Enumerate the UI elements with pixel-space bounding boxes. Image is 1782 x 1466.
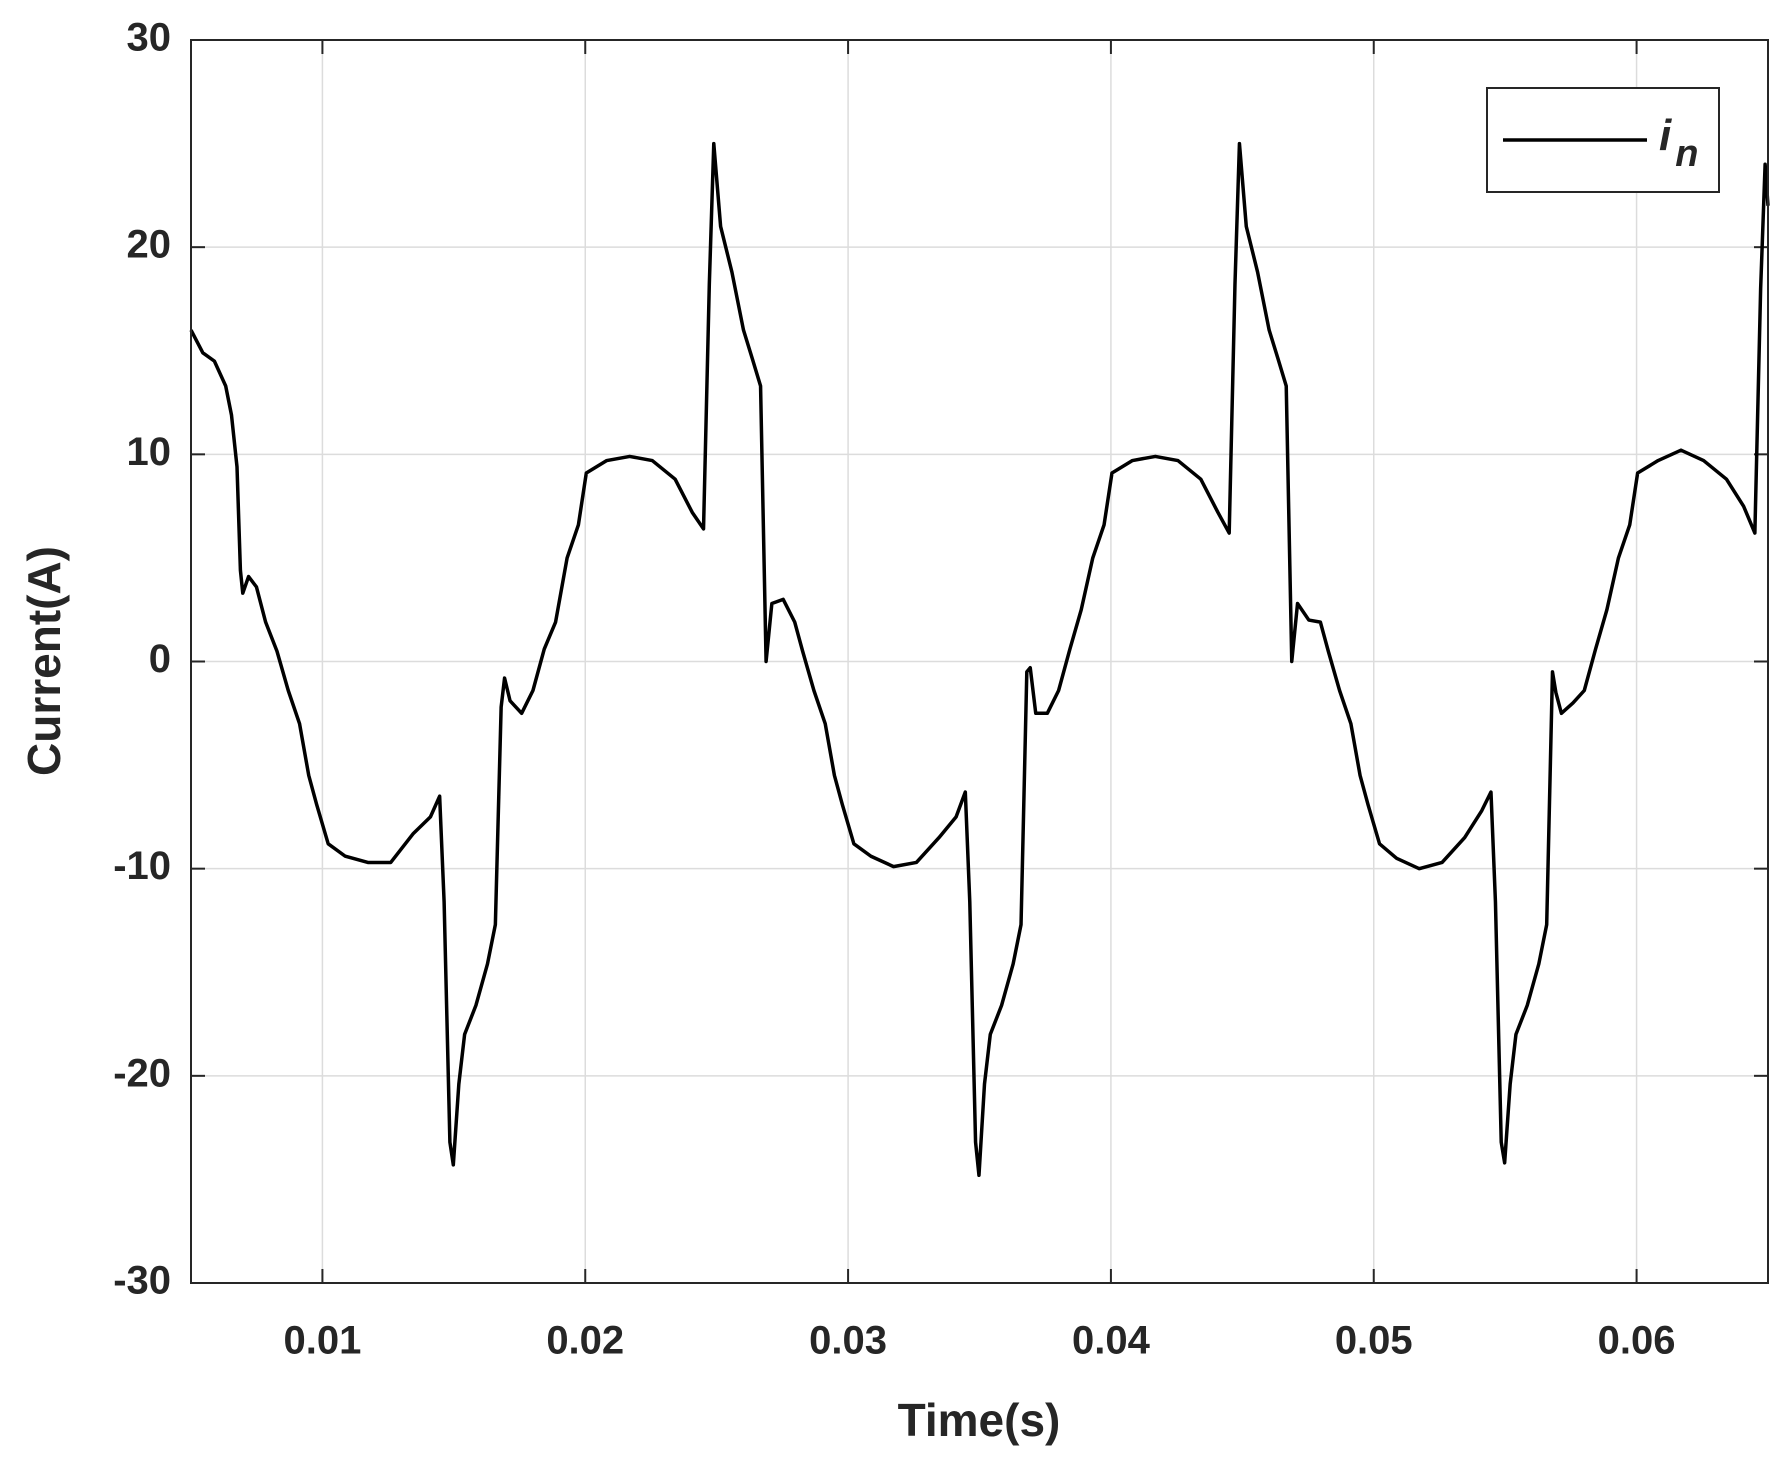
y-tick-label: -30 (113, 1259, 171, 1303)
data-line (189, 141, 1770, 1178)
y-tick-label: 30 (127, 16, 172, 60)
y-tick-label: -10 (113, 844, 171, 888)
x-tick-label: 0.03 (809, 1319, 887, 1363)
x-tick-label: 0.01 (283, 1319, 361, 1363)
x-tick-label: 0.06 (1598, 1319, 1676, 1363)
x-tick-label: 0.05 (1335, 1319, 1413, 1363)
plot-frame (190, 39, 1769, 1284)
y-tick-label: 20 (127, 223, 172, 267)
y-tick-label: 10 (127, 430, 172, 474)
y-tick-label: -20 (113, 1051, 171, 1095)
x-tick-label: 0.02 (546, 1319, 624, 1363)
x-tick-label: 0.04 (1072, 1319, 1151, 1363)
y-axis-title: Current(A) (18, 546, 70, 776)
x-axis-title: Time(s) (898, 1394, 1061, 1446)
y-tick-label: 0 (149, 637, 171, 681)
